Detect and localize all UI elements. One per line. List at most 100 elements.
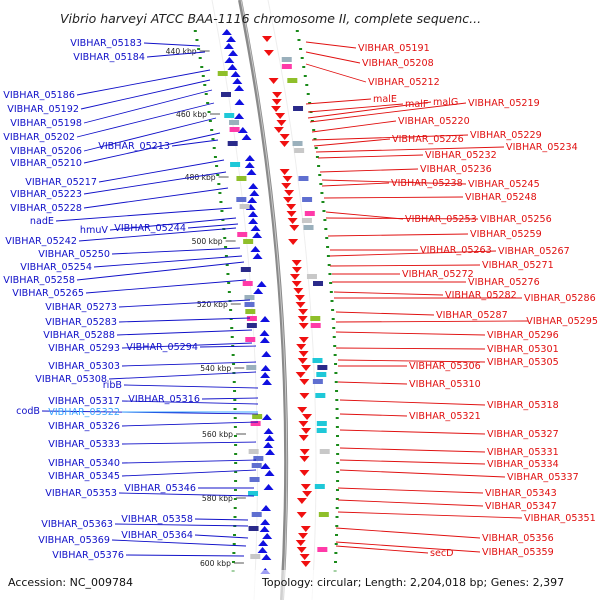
- gene-label-left[interactable]: VIBHAR_05186: [3, 90, 75, 101]
- gene-label-left[interactable]: VIBHAR_05322: [48, 407, 120, 418]
- gene-label-right[interactable]: VIBHAR_05208: [362, 58, 434, 69]
- gene-label-right[interactable]: VIBHAR_05321: [409, 411, 481, 422]
- gene-label-right[interactable]: VIBHAR_05359: [482, 547, 554, 558]
- gene-label-right[interactable]: VIBHAR_05343: [485, 488, 557, 499]
- gene-label-left[interactable]: VIBHAR_05210: [10, 158, 82, 169]
- gene-label-left[interactable]: nadE: [30, 216, 54, 227]
- gene-label-right[interactable]: VIBHAR_05306: [409, 361, 481, 372]
- ring-dot: [233, 507, 237, 509]
- gene-label-left[interactable]: VIBHAR_05206: [10, 146, 82, 157]
- gene-label-right[interactable]: VIBHAR_05245: [468, 179, 540, 190]
- gene-label-left[interactable]: VIBHAR_05353: [45, 488, 117, 499]
- gene-label-right[interactable]: VIBHAR_05253: [405, 214, 477, 225]
- gene-label-right[interactable]: VIBHAR_05318: [487, 400, 559, 411]
- gene-label-left[interactable]: VIBHAR_05317: [48, 396, 120, 407]
- gene-label-left[interactable]: VIBHAR_05244: [114, 223, 186, 234]
- gene-label-left[interactable]: VIBHAR_05198: [10, 118, 82, 129]
- gene-label-right[interactable]: VIBHAR_05282: [445, 290, 517, 301]
- gene-label-right[interactable]: VIBHAR_05331: [487, 447, 559, 458]
- gene-label-right[interactable]: VIBHAR_05327: [487, 429, 559, 440]
- gene-label-left[interactable]: ribB: [103, 380, 122, 391]
- gene-label-right[interactable]: malF: [405, 99, 428, 110]
- gene-label-left[interactable]: VIBHAR_05242: [5, 236, 77, 247]
- gene-label-right[interactable]: VIBHAR_05301: [487, 344, 559, 355]
- gene-label-right[interactable]: VIBHAR_05296: [487, 330, 559, 341]
- gene-label-right[interactable]: VIBHAR_05263: [420, 245, 492, 256]
- gene-label-right[interactable]: VIBHAR_05234: [506, 142, 578, 153]
- gene-label-right[interactable]: VIBHAR_05287: [436, 310, 508, 321]
- gene-label-right[interactable]: VIBHAR_05256: [480, 214, 552, 225]
- gene-label-right[interactable]: VIBHAR_05220: [398, 116, 470, 127]
- gene-label-left[interactable]: VIBHAR_05326: [48, 421, 120, 432]
- gene-label-left[interactable]: VIBHAR_05364: [121, 530, 193, 541]
- gene-label-right[interactable]: malG: [433, 97, 458, 108]
- gene-label-right[interactable]: malE: [373, 94, 397, 105]
- gene-label-right[interactable]: VIBHAR_05259: [470, 229, 542, 240]
- gene-label-left[interactable]: VIBHAR_05184: [73, 52, 145, 63]
- gene-label-right[interactable]: VIBHAR_05238: [391, 178, 463, 189]
- gene-label-right[interactable]: VIBHAR_05271: [482, 260, 554, 271]
- feature-block: [306, 274, 317, 279]
- gene-label-left[interactable]: VIBHAR_05294: [126, 342, 198, 353]
- gene-label-right[interactable]: VIBHAR_05351: [524, 513, 596, 524]
- gene-label-left[interactable]: VIBHAR_05303: [48, 361, 120, 372]
- gene-label-right[interactable]: VIBHAR_05337: [507, 472, 579, 483]
- gene-label-left[interactable]: VIBHAR_05202: [3, 132, 75, 143]
- gene-label-left[interactable]: codB: [16, 406, 40, 417]
- gene-label-left[interactable]: VIBHAR_05333: [48, 439, 120, 450]
- gene-label-left[interactable]: VIBHAR_05223: [10, 189, 82, 200]
- scale-tick-label: 560 kbp: [202, 430, 233, 439]
- gene-label-left[interactable]: hmuV: [80, 225, 109, 236]
- gene-label-left[interactable]: VIBHAR_05254: [20, 262, 92, 273]
- gene-label-left[interactable]: VIBHAR_05265: [12, 288, 84, 299]
- gene-label-left[interactable]: VIBHAR_05217: [25, 177, 97, 188]
- gene-label-left[interactable]: VIBHAR_05213: [98, 141, 170, 152]
- ring-dot: [216, 174, 220, 176]
- gene-label-left[interactable]: VIBHAR_05308: [35, 374, 107, 385]
- gene-label-left[interactable]: VIBHAR_05283: [45, 317, 117, 328]
- gene-label-left[interactable]: VIBHAR_05192: [7, 104, 79, 115]
- gene-label-left[interactable]: VIBHAR_05369: [38, 535, 110, 546]
- ring-dot: [198, 57, 202, 59]
- gene-label-left[interactable]: VIBHAR_05250: [38, 249, 110, 260]
- gene-label-left[interactable]: VIBHAR_05293: [48, 343, 120, 354]
- gene-label-left[interactable]: VIBHAR_05340: [48, 458, 120, 469]
- gene-label-left[interactable]: VIBHAR_05376: [52, 550, 124, 561]
- gene-label-right[interactable]: VIBHAR_05248: [465, 192, 537, 203]
- gene-label-right[interactable]: VIBHAR_05226: [392, 134, 464, 145]
- gene-label-right[interactable]: VIBHAR_05267: [498, 246, 570, 257]
- gene-label-right[interactable]: VIBHAR_05236: [420, 164, 492, 175]
- gene-label-left[interactable]: VIBHAR_05345: [48, 471, 120, 482]
- gene-label-left[interactable]: VIBHAR_05358: [121, 514, 193, 525]
- gene-label-right[interactable]: VIBHAR_05191: [358, 43, 430, 54]
- gene-label-right[interactable]: VIBHAR_05295: [526, 316, 598, 327]
- ring-dot: [335, 534, 339, 536]
- gene-label-left[interactable]: VIBHAR_05273: [45, 302, 117, 313]
- gene-label-right[interactable]: VIBHAR_05347: [485, 501, 557, 512]
- gene-label-left[interactable]: VIBHAR_05346: [124, 483, 196, 494]
- gene-label-left[interactable]: VIBHAR_05183: [70, 38, 142, 49]
- gene-label-right[interactable]: VIBHAR_05229: [470, 130, 542, 141]
- gene-label-right[interactable]: secD: [430, 548, 454, 559]
- forward-gene-arrow: [261, 379, 272, 385]
- gene-label-left[interactable]: VIBHAR_05363: [41, 519, 113, 530]
- gene-label-right[interactable]: VIBHAR_05276: [468, 277, 540, 288]
- gene-label-left[interactable]: VIBHAR_05288: [43, 330, 115, 341]
- gene-label-right[interactable]: VIBHAR_05334: [487, 459, 559, 470]
- ring-dot: [335, 489, 339, 491]
- gene-label-right[interactable]: VIBHAR_05286: [524, 293, 596, 304]
- gene-label-right[interactable]: VIBHAR_05310: [409, 379, 481, 390]
- gene-label-left[interactable]: VIBHAR_05228: [10, 203, 82, 214]
- gene-label-right[interactable]: VIBHAR_05305: [487, 357, 559, 368]
- gene-label-left[interactable]: VIBHAR_05258: [3, 275, 75, 286]
- feature-block: [217, 71, 228, 76]
- gene-label-right[interactable]: VIBHAR_05356: [482, 533, 554, 544]
- reverse-gene-arrow: [268, 78, 279, 84]
- gene-label-right[interactable]: VIBHAR_05212: [368, 77, 440, 88]
- gene-label-left[interactable]: VIBHAR_05316: [128, 394, 200, 405]
- gene-label-right[interactable]: VIBHAR_05272: [402, 269, 474, 280]
- gene-label-right[interactable]: VIBHAR_05232: [425, 150, 497, 161]
- gene-label-right[interactable]: VIBHAR_05219: [468, 98, 540, 109]
- scale-tick-label: 600 kbp: [200, 559, 231, 568]
